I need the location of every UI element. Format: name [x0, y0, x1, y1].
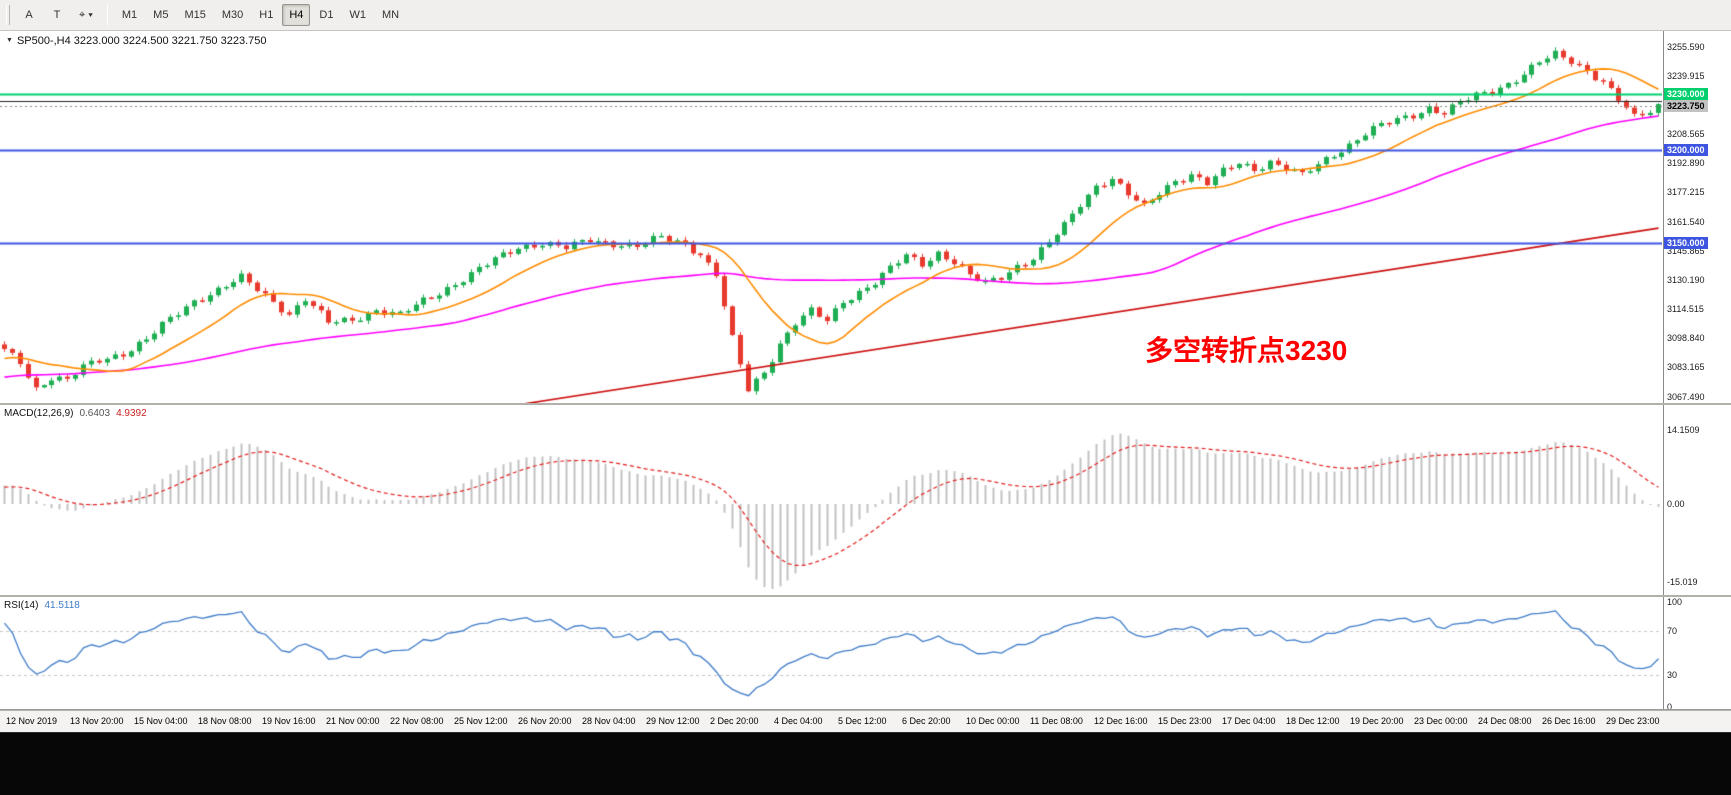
price-tick: 3130.190	[1667, 274, 1705, 285]
timeframe-button-h1[interactable]: H1	[259, 9, 274, 21]
annotation-text: 多空转折点3230	[1145, 335, 1348, 366]
macd-axis-tick: 0.00	[1667, 499, 1685, 509]
time-axis-label: 25 Nov 12:00	[454, 716, 508, 726]
rsi-axis-tick: 70	[1667, 626, 1678, 637]
timeframe-button-w1[interactable]: W1	[349, 9, 366, 21]
timeframe-button-mn[interactable]: MN	[381, 9, 400, 21]
timeframe-group: M1 M5 M15 M30 H1 H4 D1 W1 MN	[115, 4, 406, 26]
time-axis-label: 17 Dec 04:00	[1222, 716, 1276, 726]
rsi-axis-tick: 0	[1667, 702, 1673, 710]
price-tick: 3192.890	[1667, 158, 1705, 169]
bottom-black-area	[0, 732, 1731, 795]
rsi-axis[interactable]: 100 70 30 0	[1663, 597, 1731, 709]
macd-signal-value: 4.9392	[116, 408, 147, 419]
time-axis-label: 15 Dec 23:00	[1158, 716, 1212, 726]
toolbar-left-group: A T ⌖ ▾	[16, 4, 100, 26]
time-axis-label: 29 Nov 12:00	[646, 716, 700, 726]
macd-name: MACD(12,26,9)	[4, 408, 74, 419]
rsi-axis-tick: 30	[1667, 669, 1678, 680]
hline-price-label: 3230.000	[1664, 88, 1708, 101]
candlestick-chart-canvas[interactable]	[0, 31, 1662, 403]
macd-axis-tick: -15.019	[1667, 577, 1698, 588]
hline-price-label: 3150.000	[1664, 237, 1708, 250]
macd-panel: MACD(12,26,9) 0.6403 4.9392 14.1509 0.00 -15…	[0, 405, 1731, 597]
rsi-title: RSI(14) 41.5118	[4, 600, 80, 611]
annotate-a-button[interactable]: A	[25, 9, 33, 21]
price-tick: 3239.915	[1667, 70, 1705, 81]
time-axis-label: 23 Dec 00:00	[1414, 716, 1468, 726]
timeframe-button-m15[interactable]: M15	[184, 9, 206, 21]
time-axis-label: 10 Dec 00:00	[966, 716, 1020, 726]
chart-title-text: SP500-,H4 3223.000 3224.500 3221.750 322…	[16, 35, 267, 47]
time-axis-label: 28 Nov 04:00	[582, 716, 636, 726]
price-tick: 3114.515	[1667, 304, 1704, 315]
chart-stack: ▼ SP500-,H4 3223.000 3224.500 3221.750 3…	[0, 31, 1731, 732]
current-price-label: 3223.750	[1664, 99, 1708, 112]
time-axis-label: 24 Dec 08:00	[1478, 716, 1532, 726]
time-axis-label: 15 Nov 04:00	[134, 716, 188, 726]
rsi-value: 41.5118	[44, 600, 80, 611]
hline-price-label: 3200.000	[1664, 144, 1708, 157]
collapse-arrow-icon[interactable]: ▼	[6, 37, 13, 44]
time-axis-label: 6 Dec 20:00	[902, 716, 951, 726]
time-axis-label: 4 Dec 04:00	[774, 716, 823, 726]
timeframe-button-m5[interactable]: M5	[153, 9, 169, 21]
timeframe-button-d1[interactable]: D1	[319, 9, 334, 21]
time-axis-label: 12 Nov 2019	[6, 716, 58, 726]
rsi-axis-tick: 100	[1667, 597, 1683, 607]
time-axis-label: 18 Nov 08:00	[198, 716, 252, 726]
price-tick: 3145.865	[1667, 245, 1705, 256]
time-axis-label: 18 Dec 12:00	[1286, 716, 1340, 726]
time-axis[interactable]: 12 Nov 2019 13 Nov 20:00 15 Nov 04:00 18 No…	[0, 710, 1731, 732]
price-tick: 3208.565	[1667, 129, 1705, 140]
draw-tools-button[interactable]: ⌖ ▾	[79, 8, 93, 21]
macd-chart-canvas[interactable]	[0, 405, 1662, 595]
time-axis-label: 21 Nov 00:00	[326, 716, 380, 726]
time-axis-label: 12 Dec 16:00	[1094, 716, 1148, 726]
time-axis-label: 26 Dec 16:00	[1542, 716, 1596, 726]
time-axis-label: 2 Dec 20:00	[710, 716, 759, 726]
time-axis-label: 19 Dec 20:00	[1350, 716, 1404, 726]
time-axis-label: 5 Dec 12:00	[838, 716, 887, 726]
rsi-panel: RSI(14) 41.5118 100 70 30 0	[0, 597, 1731, 710]
price-tick: 3255.590	[1667, 41, 1705, 52]
time-axis-label: 13 Nov 20:00	[70, 716, 124, 726]
chart-title: ▼ SP500-,H4 3223.000 3224.500 3221.750 3…	[6, 35, 267, 47]
main-chart-panel: ▼ SP500-,H4 3223.000 3224.500 3221.750 3…	[0, 31, 1731, 405]
time-axis-label: 11 Dec 08:00	[1030, 716, 1083, 726]
text-tool-button[interactable]: T	[53, 9, 61, 21]
price-tick: 3067.490	[1667, 391, 1705, 402]
time-axis-label: 26 Nov 20:00	[518, 716, 572, 726]
timeframe-button-m1[interactable]: M1	[121, 9, 138, 21]
timeframe-button-h4[interactable]: H4	[282, 4, 311, 26]
time-axis-label: 22 Nov 08:00	[390, 716, 444, 726]
toolbar-separator	[106, 5, 108, 25]
timeframe-button-m30[interactable]: M30	[221, 9, 244, 21]
macd-axis[interactable]: 14.1509 0.00 -15.019	[1663, 405, 1731, 595]
price-tick: 3161.540	[1667, 216, 1705, 227]
time-axis-label: 19 Nov 16:00	[262, 716, 316, 726]
macd-axis-tick: 14.1509	[1667, 425, 1700, 436]
macd-value: 0.6403	[79, 408, 111, 419]
time-axis-label: 29 Dec 23:00	[1606, 716, 1660, 726]
price-tick: 3083.165	[1667, 362, 1705, 373]
rsi-chart-canvas[interactable]	[0, 597, 1662, 709]
price-axis[interactable]: 3255.590 3239.915 3208.565 3192.890 3177.215…	[1663, 31, 1731, 403]
toolbar-grip-handle[interactable]	[6, 5, 10, 25]
price-tick: 3177.215	[1667, 187, 1705, 198]
top-toolbar: A T ⌖ ▾ M1 M5 M15 M30 H1 H4 D1 W1 MN	[0, 0, 1731, 31]
rsi-name: RSI(14)	[4, 600, 39, 611]
price-tick: 3098.840	[1667, 333, 1705, 344]
macd-title: MACD(12,26,9) 0.6403 4.9392	[4, 408, 147, 419]
